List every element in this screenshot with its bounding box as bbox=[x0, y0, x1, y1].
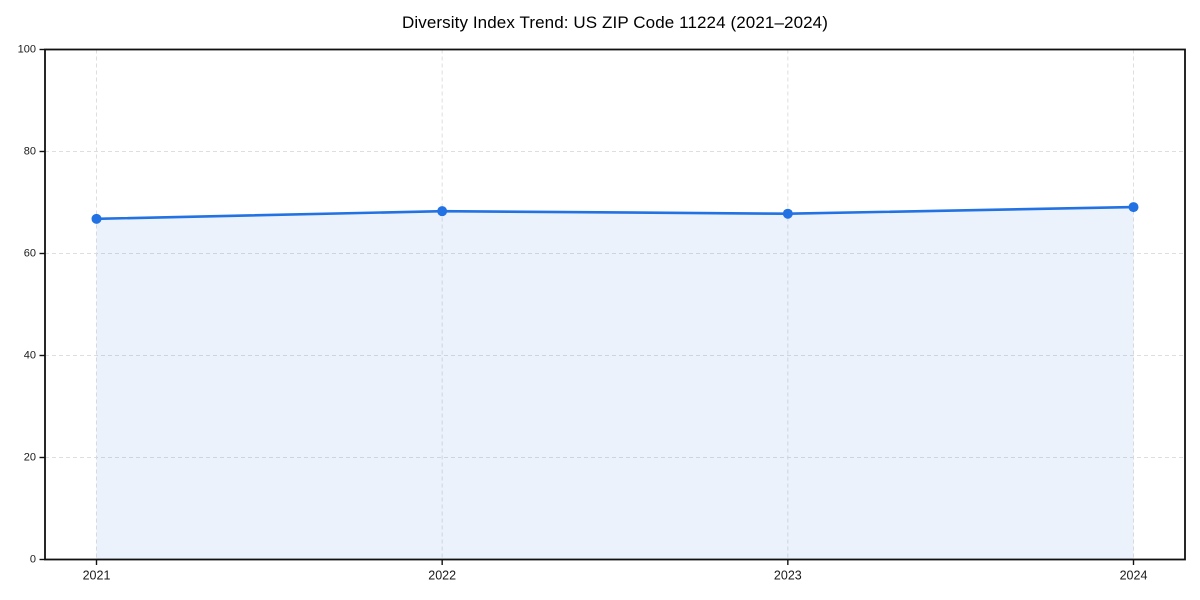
x-tick-label: 2022 bbox=[428, 569, 456, 583]
chart-title: Diversity Index Trend: US ZIP Code 11224… bbox=[401, 13, 829, 32]
y-tick-label: 0 bbox=[30, 554, 36, 566]
y-tick-label: 100 bbox=[18, 44, 36, 56]
data-point-2024 bbox=[1128, 202, 1139, 213]
y-tick-label: 40 bbox=[24, 350, 36, 362]
trend-line bbox=[95, 205, 1135, 221]
x-tick-label: 2021 bbox=[83, 569, 111, 583]
data-point-2021 bbox=[91, 213, 102, 224]
y-tick-label: 20 bbox=[24, 452, 36, 464]
data-point-2022 bbox=[437, 206, 448, 217]
y-tick-label: 80 bbox=[24, 146, 36, 158]
x-tick-label: 2023 bbox=[774, 569, 802, 583]
area-fill bbox=[96, 207, 1134, 560]
plot-border bbox=[44, 48, 1186, 561]
data-point-2023 bbox=[782, 208, 793, 219]
x-tick-label: 2024 bbox=[1120, 569, 1148, 583]
y-tick-label: 60 bbox=[24, 248, 36, 260]
